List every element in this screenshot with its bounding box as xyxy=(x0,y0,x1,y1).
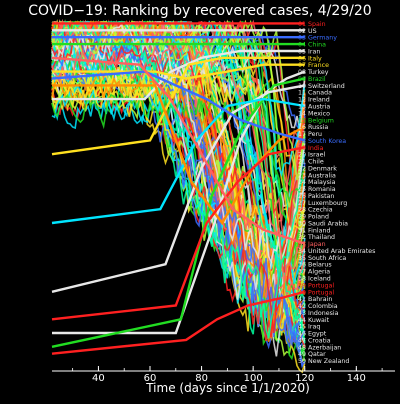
rank-label: 14 Mexico xyxy=(298,110,330,117)
rank-label: 13 Austria xyxy=(298,104,330,111)
rank-label: 05 Iran xyxy=(298,49,320,56)
series-line xyxy=(51,77,305,348)
rank-label: 47 Croatia xyxy=(298,337,331,344)
rank-label: 26 Pakistan xyxy=(298,193,334,200)
rank-label: 50 New Zealand xyxy=(298,358,349,365)
rank-label: 25 Romania xyxy=(298,186,336,193)
series-line xyxy=(51,97,305,225)
rank-label: 19 India xyxy=(298,145,324,152)
series-line xyxy=(51,290,306,355)
rank-label: 37 Algeria xyxy=(298,269,330,276)
x-tick-label: 60 xyxy=(144,373,157,384)
rank-label: 22 Denmark xyxy=(298,165,337,172)
background-line xyxy=(51,24,306,181)
rank-label: 23 Australia xyxy=(298,172,336,179)
rank-label: 34 United Arab Emirates xyxy=(298,248,375,255)
background-line xyxy=(51,29,306,178)
series-lines xyxy=(51,22,306,355)
series-line xyxy=(51,146,305,321)
rank-label: 32 Thailand xyxy=(298,234,335,241)
rank-label: 41 Bahrain xyxy=(298,296,332,303)
x-tick-label: 100 xyxy=(244,373,263,384)
rank-label: 02 US xyxy=(298,28,317,35)
x-tick-label: 40 xyxy=(92,373,105,384)
rank-label: 29 Poland xyxy=(298,214,329,221)
rank-label: 03 Germany xyxy=(298,35,337,42)
rank-label: 45 Iraq xyxy=(298,324,320,331)
rank-label: 24 Malaysia xyxy=(298,179,336,186)
rank-label: 38 Iceland xyxy=(298,276,331,283)
rank-label: 21 Chile xyxy=(298,159,324,166)
rank-label: 10 Switzerland xyxy=(298,83,345,90)
rank-label: 40 Portugal xyxy=(298,289,334,296)
rank-label: 20 Israel xyxy=(298,152,325,159)
rank-label: 49 Qatar xyxy=(298,351,326,358)
rank-label: 11 Canada xyxy=(298,90,332,97)
chart-title: COVID−19: Ranking by recovered cases, 4/… xyxy=(28,3,371,19)
rank-label: 35 South Africa xyxy=(298,255,346,262)
rank-label: 30 Saudi Arabia xyxy=(298,221,348,228)
series-line xyxy=(52,70,306,335)
rank-label: 12 Ireland xyxy=(298,97,330,104)
rank-label: 33 Japan xyxy=(298,241,326,248)
series-line xyxy=(51,84,305,293)
rank-label: 18 South Korea xyxy=(298,138,346,145)
rank-label: 48 Azerbaijan xyxy=(298,344,341,351)
x-tick-label: 80 xyxy=(195,373,208,384)
rank-label: 31 Finland xyxy=(298,227,331,234)
rank-label: 43 Indonesia xyxy=(298,310,339,317)
rank-label: 07 France xyxy=(298,62,329,69)
x-tick-label: 120 xyxy=(295,373,314,384)
rank-label: 06 Italy xyxy=(298,55,322,62)
rank-label: 44 Kuwait xyxy=(298,317,330,324)
rank-label: 39 Portugal xyxy=(298,282,334,289)
rank-label: 01 Spain xyxy=(298,21,326,28)
rank-label: 46 Egypt xyxy=(298,331,327,338)
rank-label: 16 Russia xyxy=(298,124,328,131)
x-axis-label: Time (days since 1/1/2020) xyxy=(145,381,310,395)
rank-label: 15 Belgium xyxy=(298,117,334,124)
rank-label: 09 Brazil xyxy=(298,76,326,83)
series-line xyxy=(51,56,306,245)
series-line xyxy=(51,56,305,156)
x-axis: 40 60 80 100 120 140 xyxy=(52,366,395,384)
rank-label: 08 Turkey xyxy=(298,69,329,76)
rank-label: 28 Czechia xyxy=(298,207,333,214)
rank-label: 36 Belarus xyxy=(298,262,332,269)
x-tick-label: 140 xyxy=(347,373,366,384)
rank-label: 04 China xyxy=(298,42,326,49)
background-line xyxy=(51,39,306,284)
rank-label: 42 Colombia xyxy=(298,303,338,310)
series-line xyxy=(52,84,306,226)
rank-label: 27 Luxembourg xyxy=(298,200,347,207)
rank-label: 17 Peru xyxy=(298,131,322,138)
series-line xyxy=(52,49,305,101)
